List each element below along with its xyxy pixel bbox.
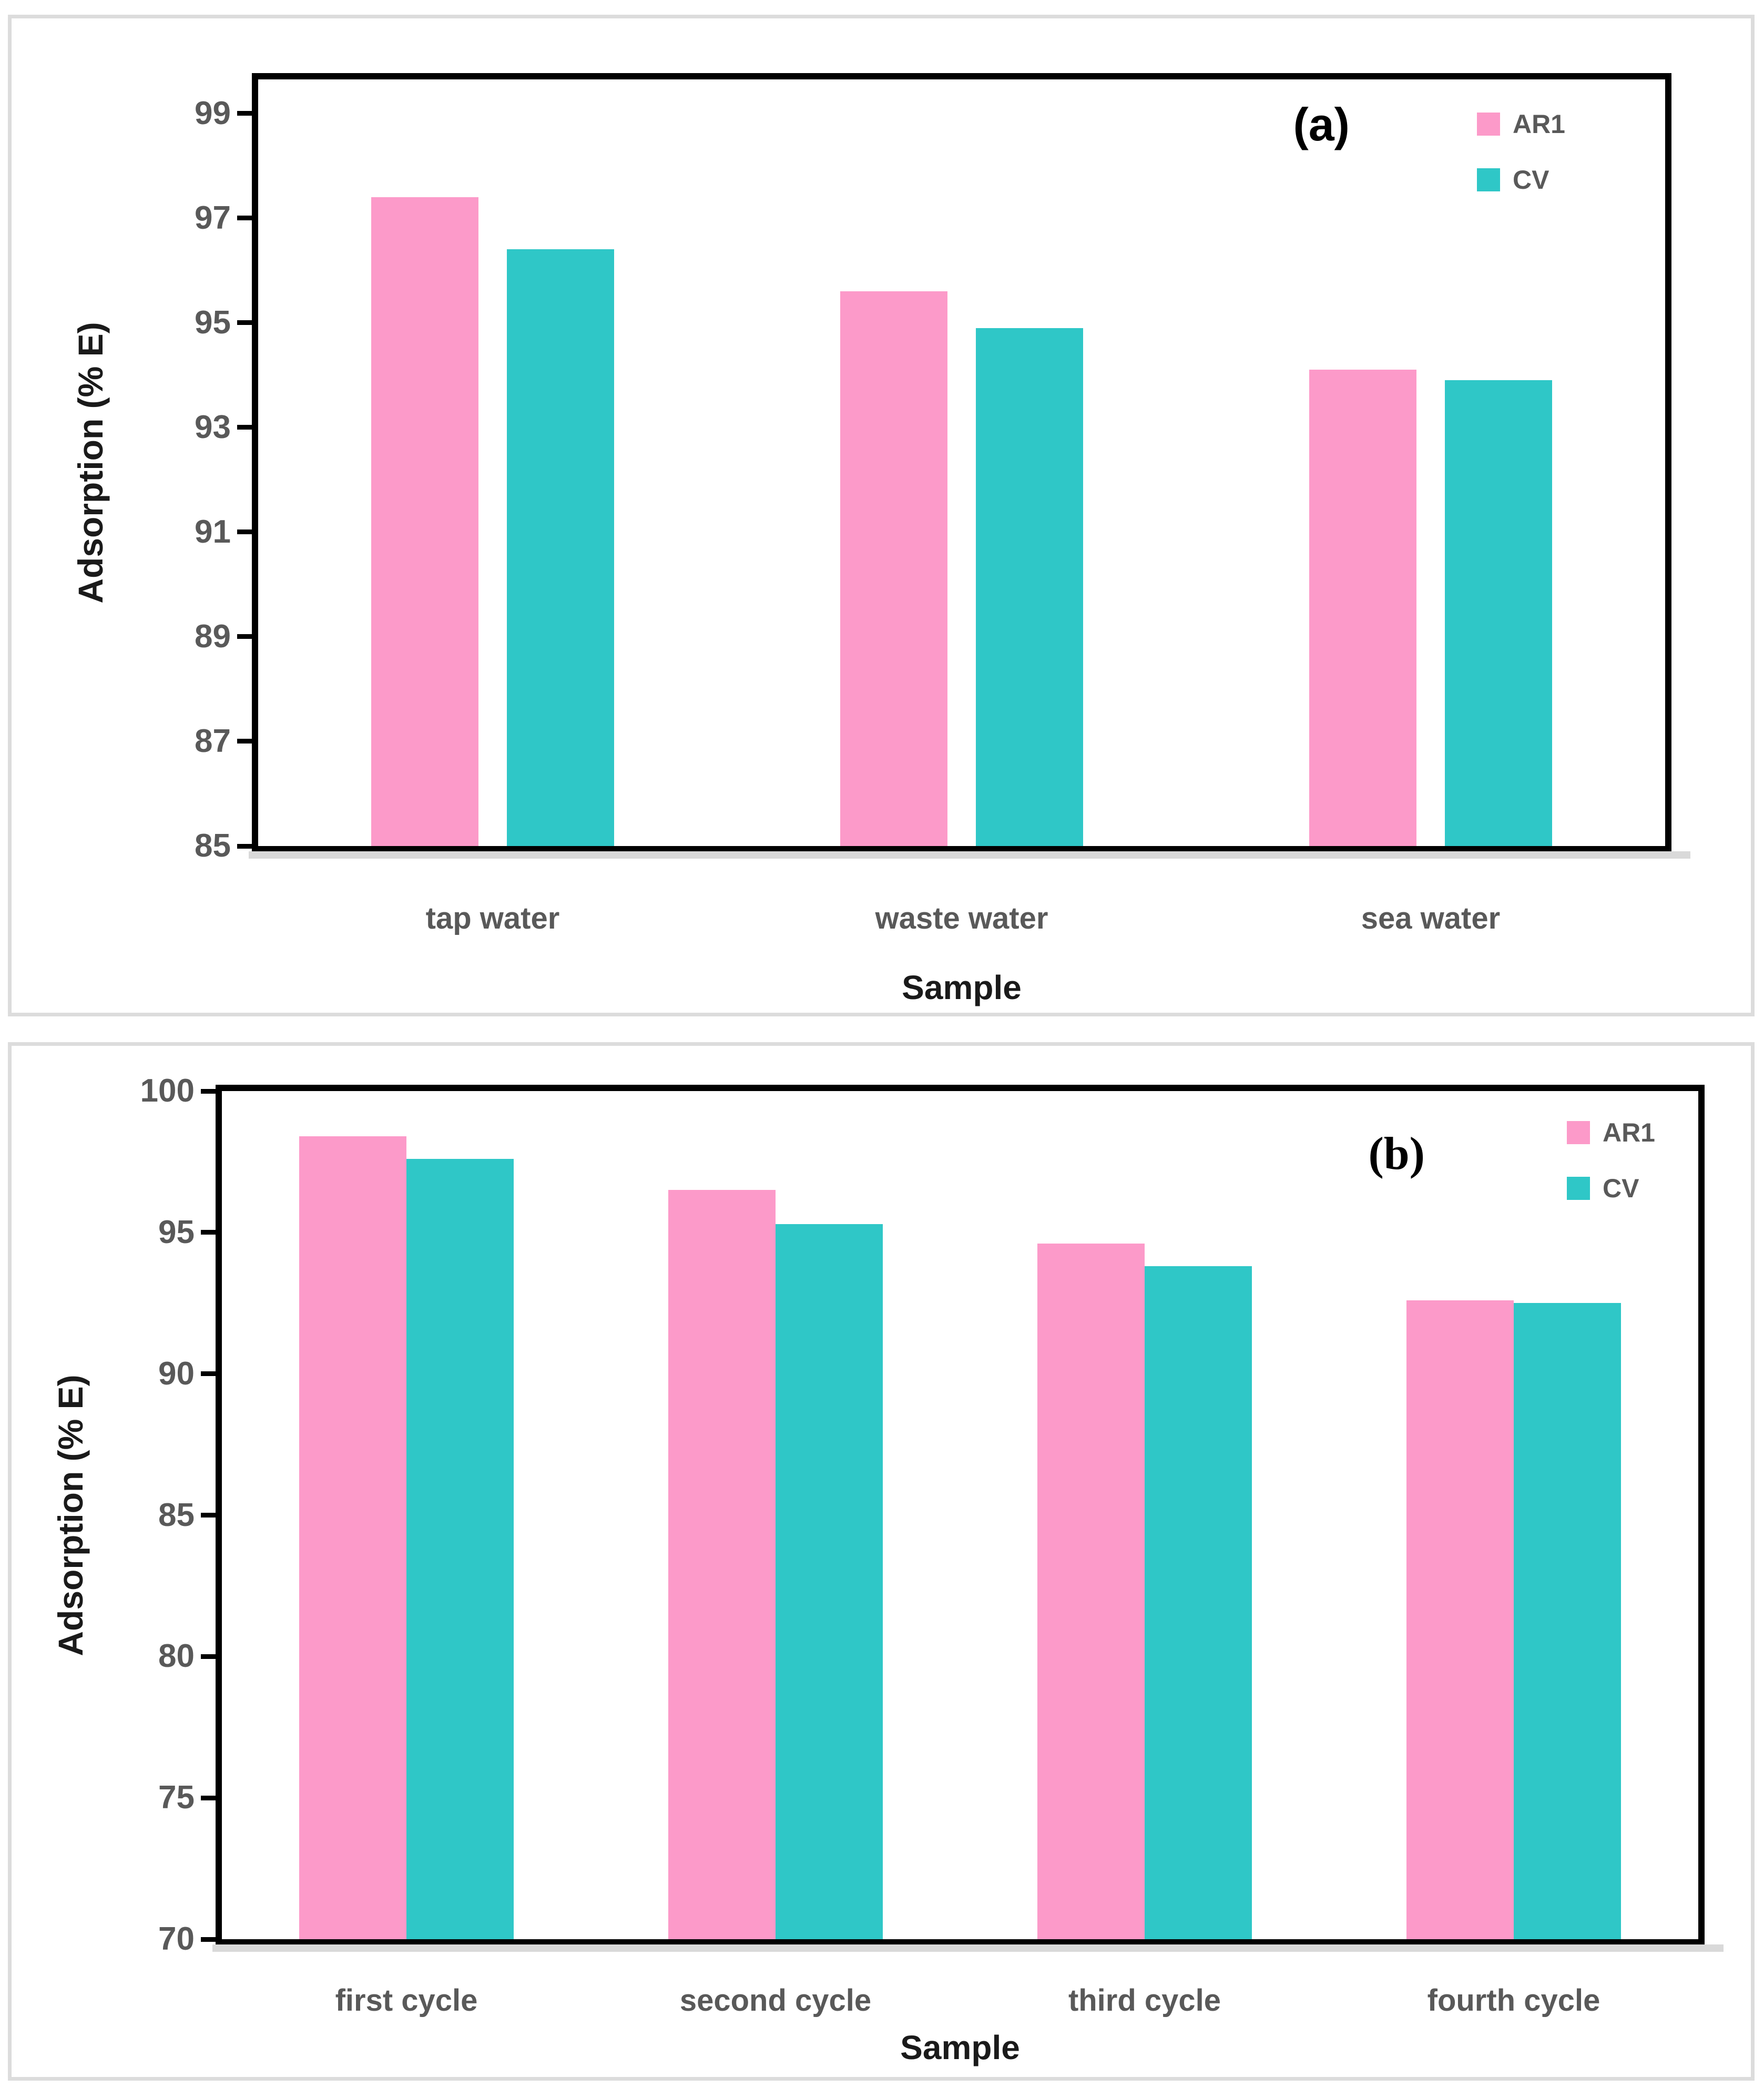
y-tick-mark (201, 1230, 218, 1235)
y-tick-label: 85 (158, 1496, 195, 1533)
bar-cv-sea-water (1445, 380, 1552, 846)
panel-a: Adsorption (% E) (a) AR1 CV Sample 85 87 8… (8, 15, 1755, 1016)
y-tick-mark (237, 739, 254, 744)
legend-b: AR1 CV (1566, 1118, 1655, 1203)
plot-area-a: (a) AR1 CV (252, 73, 1671, 852)
x-category-label: first cycle (335, 1983, 478, 2018)
legend-label-cv: CV (1602, 1174, 1639, 1203)
legend-item-cv: CV (1476, 165, 1565, 195)
legend-a: AR1 CV (1476, 109, 1565, 195)
bar-cv-second-cycle (776, 1224, 883, 1939)
x-axis-title: Sample (902, 969, 1022, 1006)
legend-label-ar1: AR1 (1602, 1118, 1655, 1147)
y-tick-label: 85 (195, 828, 231, 864)
x-category-label: waste water (875, 901, 1048, 935)
bar-ar1-waste-water (840, 291, 947, 846)
y-tick-mark (201, 1795, 218, 1800)
y-tick-label: 70 (158, 1921, 195, 1957)
y-tick-mark (237, 529, 254, 535)
y-axis-title: Adsorption (% E) (51, 1374, 90, 1656)
y-tick-mark (237, 843, 254, 849)
axis-shadow (249, 851, 1690, 859)
y-tick-label: 90 (158, 1355, 195, 1392)
legend-label-ar1: AR1 (1512, 109, 1565, 139)
x-category-label: sea water (1361, 901, 1501, 935)
bar-cv-first-cycle (406, 1159, 514, 1939)
x-category-label: second cycle (679, 1983, 872, 2018)
y-tick-label: 95 (158, 1214, 195, 1250)
y-tick-mark (201, 1937, 218, 1942)
y-tick-mark (237, 216, 254, 221)
x-category-label: third cycle (1068, 1983, 1221, 2018)
panel-label-b: (b) (1368, 1128, 1425, 1179)
y-tick-mark (237, 111, 254, 116)
y-tick-label: 99 (195, 95, 231, 131)
y-tick-label: 89 (195, 618, 231, 655)
legend-swatch-cv (1566, 1177, 1590, 1200)
legend-label-cv: CV (1512, 165, 1549, 195)
y-tick-mark (201, 1654, 218, 1659)
x-category-label: fourth cycle (1427, 1983, 1600, 2018)
bar-ar1-first-cycle (299, 1136, 406, 1939)
y-axis-title: Adsorption (% E) (71, 322, 110, 604)
legend-swatch-ar1 (1476, 113, 1500, 136)
bar-cv-tap-water (507, 249, 614, 846)
y-tick-mark (237, 425, 254, 430)
y-tick-label: 95 (195, 304, 231, 341)
y-tick-mark (237, 320, 254, 325)
legend-item-cv: CV (1566, 1174, 1655, 1203)
x-category-label: tap water (425, 901, 560, 935)
axis-shadow (212, 1944, 1724, 1952)
y-tick-label: 91 (195, 513, 231, 550)
legend-item-ar1: AR1 (1566, 1118, 1655, 1147)
y-tick-label: 93 (195, 409, 231, 445)
y-tick-mark (237, 634, 254, 639)
bar-ar1-second-cycle (668, 1190, 776, 1939)
bar-ar1-fourth-cycle (1406, 1300, 1514, 1939)
y-tick-mark (201, 1088, 218, 1094)
legend-item-ar1: AR1 (1476, 109, 1565, 139)
panel-b: Adsorption (% E) (b) AR1 CV Sample 70 75 8… (8, 1042, 1755, 2081)
x-axis-title: Sample (900, 2029, 1020, 2066)
y-tick-mark (201, 1513, 218, 1518)
legend-swatch-ar1 (1566, 1121, 1590, 1144)
bar-ar1-tap-water (371, 197, 478, 846)
bar-cv-third-cycle (1145, 1266, 1252, 1939)
bar-cv-fourth-cycle (1514, 1303, 1621, 1939)
legend-swatch-cv (1476, 168, 1500, 191)
y-tick-label: 75 (158, 1779, 195, 1816)
panel-label-a: (a) (1293, 98, 1350, 150)
y-tick-label: 80 (158, 1638, 195, 1675)
bar-ar1-sea-water (1309, 370, 1416, 846)
plot-area-b: (b) AR1 CV (216, 1085, 1705, 1946)
y-tick-label: 97 (195, 199, 231, 236)
y-tick-mark (201, 1371, 218, 1377)
y-tick-label: 100 (140, 1073, 195, 1109)
bar-cv-waste-water (976, 328, 1083, 846)
y-tick-label: 87 (195, 722, 231, 759)
bar-ar1-third-cycle (1037, 1244, 1145, 1939)
